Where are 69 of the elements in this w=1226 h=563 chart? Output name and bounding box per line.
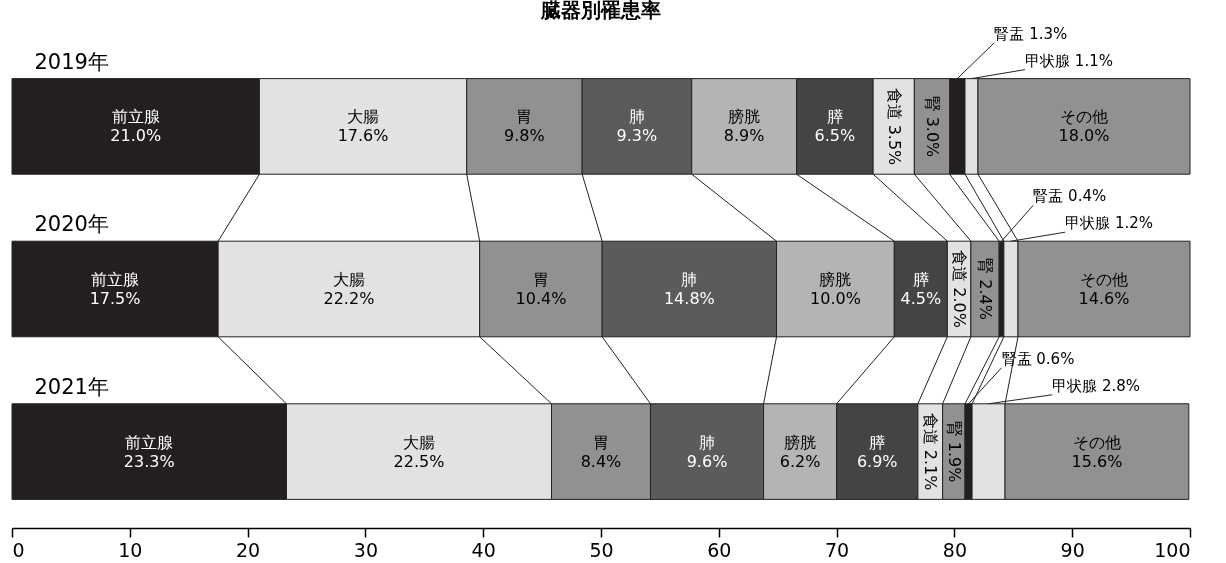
data-label: 14.8% <box>663 289 715 308</box>
x-tick-label: 70 <box>825 538 850 561</box>
data-label: 15.6% <box>1071 451 1123 471</box>
y-tick-label: 2019年 <box>34 49 109 74</box>
series-label: 膀胱 <box>784 432 817 452</box>
x-tick-label: 0 <box>12 538 25 561</box>
text: 前立腺 <box>111 107 160 127</box>
series-label: 膵 <box>912 270 929 289</box>
text: 膀胱 <box>728 107 761 127</box>
text: 食道 3.5% <box>884 87 904 166</box>
data-label: 8.4% <box>580 451 622 471</box>
x-tick-label: 100 <box>1154 538 1191 561</box>
x-tick-label: 80 <box>942 538 967 561</box>
text: 前立腺 <box>91 270 140 289</box>
x-tick-label: 50 <box>589 538 614 561</box>
y-tick-label: 2021年 <box>34 374 109 399</box>
text: 胃 <box>532 270 549 289</box>
data-label: 6.2% <box>779 451 821 471</box>
x-tick-label: 10 <box>118 538 143 561</box>
data-label: 17.6% <box>337 126 389 146</box>
series-label: 大腸 <box>403 432 435 452</box>
x-tick-label: 20 <box>236 538 261 561</box>
data-label: 22.2% <box>323 289 375 308</box>
data-label: 8.9% <box>723 126 765 146</box>
data-label: 21.0% <box>110 126 162 146</box>
text: 膵 <box>869 432 886 452</box>
text: 甲状腺 1.2% <box>1065 214 1154 233</box>
data-label: 23.3% <box>123 451 175 471</box>
text: 腎盂 1.3% <box>994 24 1068 43</box>
data-label: 9.6% <box>686 451 728 471</box>
x-tick-label: 40 <box>471 538 496 561</box>
text: 食道 2.0% <box>950 250 970 328</box>
data-label: 18.0% <box>1058 126 1110 146</box>
data-label: 6.5% <box>814 126 856 146</box>
data-label: 14.6% <box>1078 289 1130 308</box>
text: 腎盂 0.6% <box>1001 349 1075 368</box>
x-tick-label: 60 <box>707 538 732 561</box>
text: 食道 2.1% <box>921 412 941 491</box>
series-label: 肺 <box>699 432 716 452</box>
text: 大腸 <box>332 270 365 289</box>
text: 肺 <box>681 270 698 289</box>
data-label: 17.5% <box>89 289 141 308</box>
text: その他 <box>1080 270 1129 289</box>
series-label: その他 <box>1072 432 1121 452</box>
x-tick-label: 90 <box>1060 538 1085 561</box>
text: 甲状腺 1.1% <box>1025 51 1113 70</box>
y-tick-label: 2020年 <box>34 212 109 237</box>
data-label: 9.3% <box>616 126 658 146</box>
series-label: 前立腺 <box>125 432 174 452</box>
text: 肺 <box>628 107 645 127</box>
text: 大腸 <box>347 107 380 127</box>
data-label: 4.5% <box>900 289 942 308</box>
text: 腎 1.9% <box>944 420 964 483</box>
text: 甲状腺 2.8% <box>1052 376 1141 395</box>
data-label: 22.5% <box>393 451 445 471</box>
text: 胃 <box>516 107 533 127</box>
data-label: 6.9% <box>856 451 898 471</box>
text: 膀胱 <box>819 270 852 289</box>
text: その他 <box>1059 107 1108 127</box>
data-label: 10.0% <box>810 289 861 308</box>
x-tick-label: 30 <box>353 538 378 561</box>
data-label: 9.8% <box>504 126 545 146</box>
text: 腎 3.0% <box>923 95 943 158</box>
text: 膵 <box>826 107 843 127</box>
series-label: 胃 <box>593 432 609 452</box>
text: 腎 2.4% <box>976 258 996 320</box>
text: 腎盂 0.4% <box>1033 187 1107 206</box>
data-label: 10.4% <box>515 289 567 308</box>
text: 臓器別罹患率 <box>540 0 661 22</box>
